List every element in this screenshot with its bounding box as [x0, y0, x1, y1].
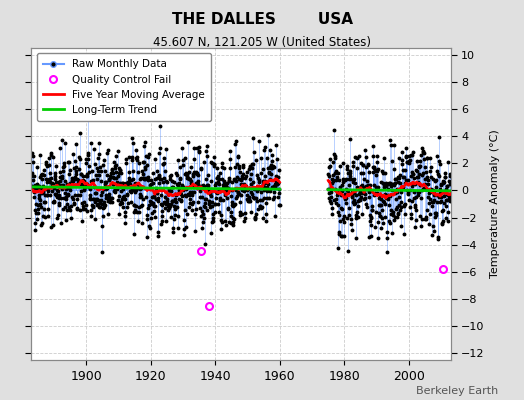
Text: Berkeley Earth: Berkeley Earth: [416, 386, 498, 396]
Text: 45.607 N, 121.205 W (United States): 45.607 N, 121.205 W (United States): [153, 36, 371, 49]
Text: THE DALLES        USA: THE DALLES USA: [171, 12, 353, 27]
Y-axis label: Temperature Anomaly (°C): Temperature Anomaly (°C): [490, 130, 500, 278]
Legend: Raw Monthly Data, Quality Control Fail, Five Year Moving Average, Long-Term Tren: Raw Monthly Data, Quality Control Fail, …: [37, 53, 211, 121]
